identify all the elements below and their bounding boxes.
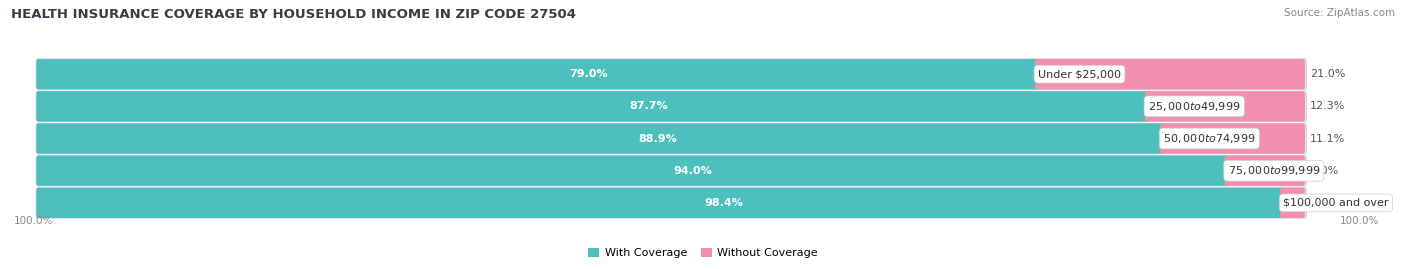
FancyBboxPatch shape [37,188,1306,218]
Text: 11.1%: 11.1% [1310,133,1346,144]
FancyBboxPatch shape [1160,123,1305,154]
Text: HEALTH INSURANCE COVERAGE BY HOUSEHOLD INCOME IN ZIP CODE 27504: HEALTH INSURANCE COVERAGE BY HOUSEHOLD I… [11,8,576,21]
FancyBboxPatch shape [37,59,1306,89]
Text: $100,000 and over: $100,000 and over [1284,198,1389,208]
Text: 1.6%: 1.6% [1310,198,1339,208]
FancyBboxPatch shape [37,59,1039,89]
Text: Source: ZipAtlas.com: Source: ZipAtlas.com [1284,8,1395,18]
Text: 87.7%: 87.7% [630,101,668,111]
Text: $25,000 to $49,999: $25,000 to $49,999 [1147,100,1240,113]
Text: 6.0%: 6.0% [1310,166,1339,176]
Text: $75,000 to $99,999: $75,000 to $99,999 [1227,164,1320,177]
Text: 12.3%: 12.3% [1310,101,1346,111]
FancyBboxPatch shape [37,155,1306,186]
Text: 100.0%: 100.0% [1340,216,1379,226]
FancyBboxPatch shape [1281,188,1305,218]
FancyBboxPatch shape [37,188,1285,218]
FancyBboxPatch shape [37,123,1306,154]
Text: 98.4%: 98.4% [704,198,742,208]
Text: 21.0%: 21.0% [1310,69,1346,79]
FancyBboxPatch shape [1225,155,1305,186]
Text: 100.0%: 100.0% [14,216,53,226]
Text: Under $25,000: Under $25,000 [1038,69,1121,79]
FancyBboxPatch shape [37,91,1150,122]
Text: 88.9%: 88.9% [638,133,676,144]
Legend: With Coverage, Without Coverage: With Coverage, Without Coverage [583,244,823,263]
Text: 94.0%: 94.0% [673,166,713,176]
FancyBboxPatch shape [1144,91,1305,122]
FancyBboxPatch shape [37,123,1164,154]
Text: $50,000 to $74,999: $50,000 to $74,999 [1163,132,1256,145]
FancyBboxPatch shape [37,91,1306,122]
Text: 79.0%: 79.0% [569,69,607,79]
FancyBboxPatch shape [37,155,1229,186]
FancyBboxPatch shape [1035,59,1305,89]
